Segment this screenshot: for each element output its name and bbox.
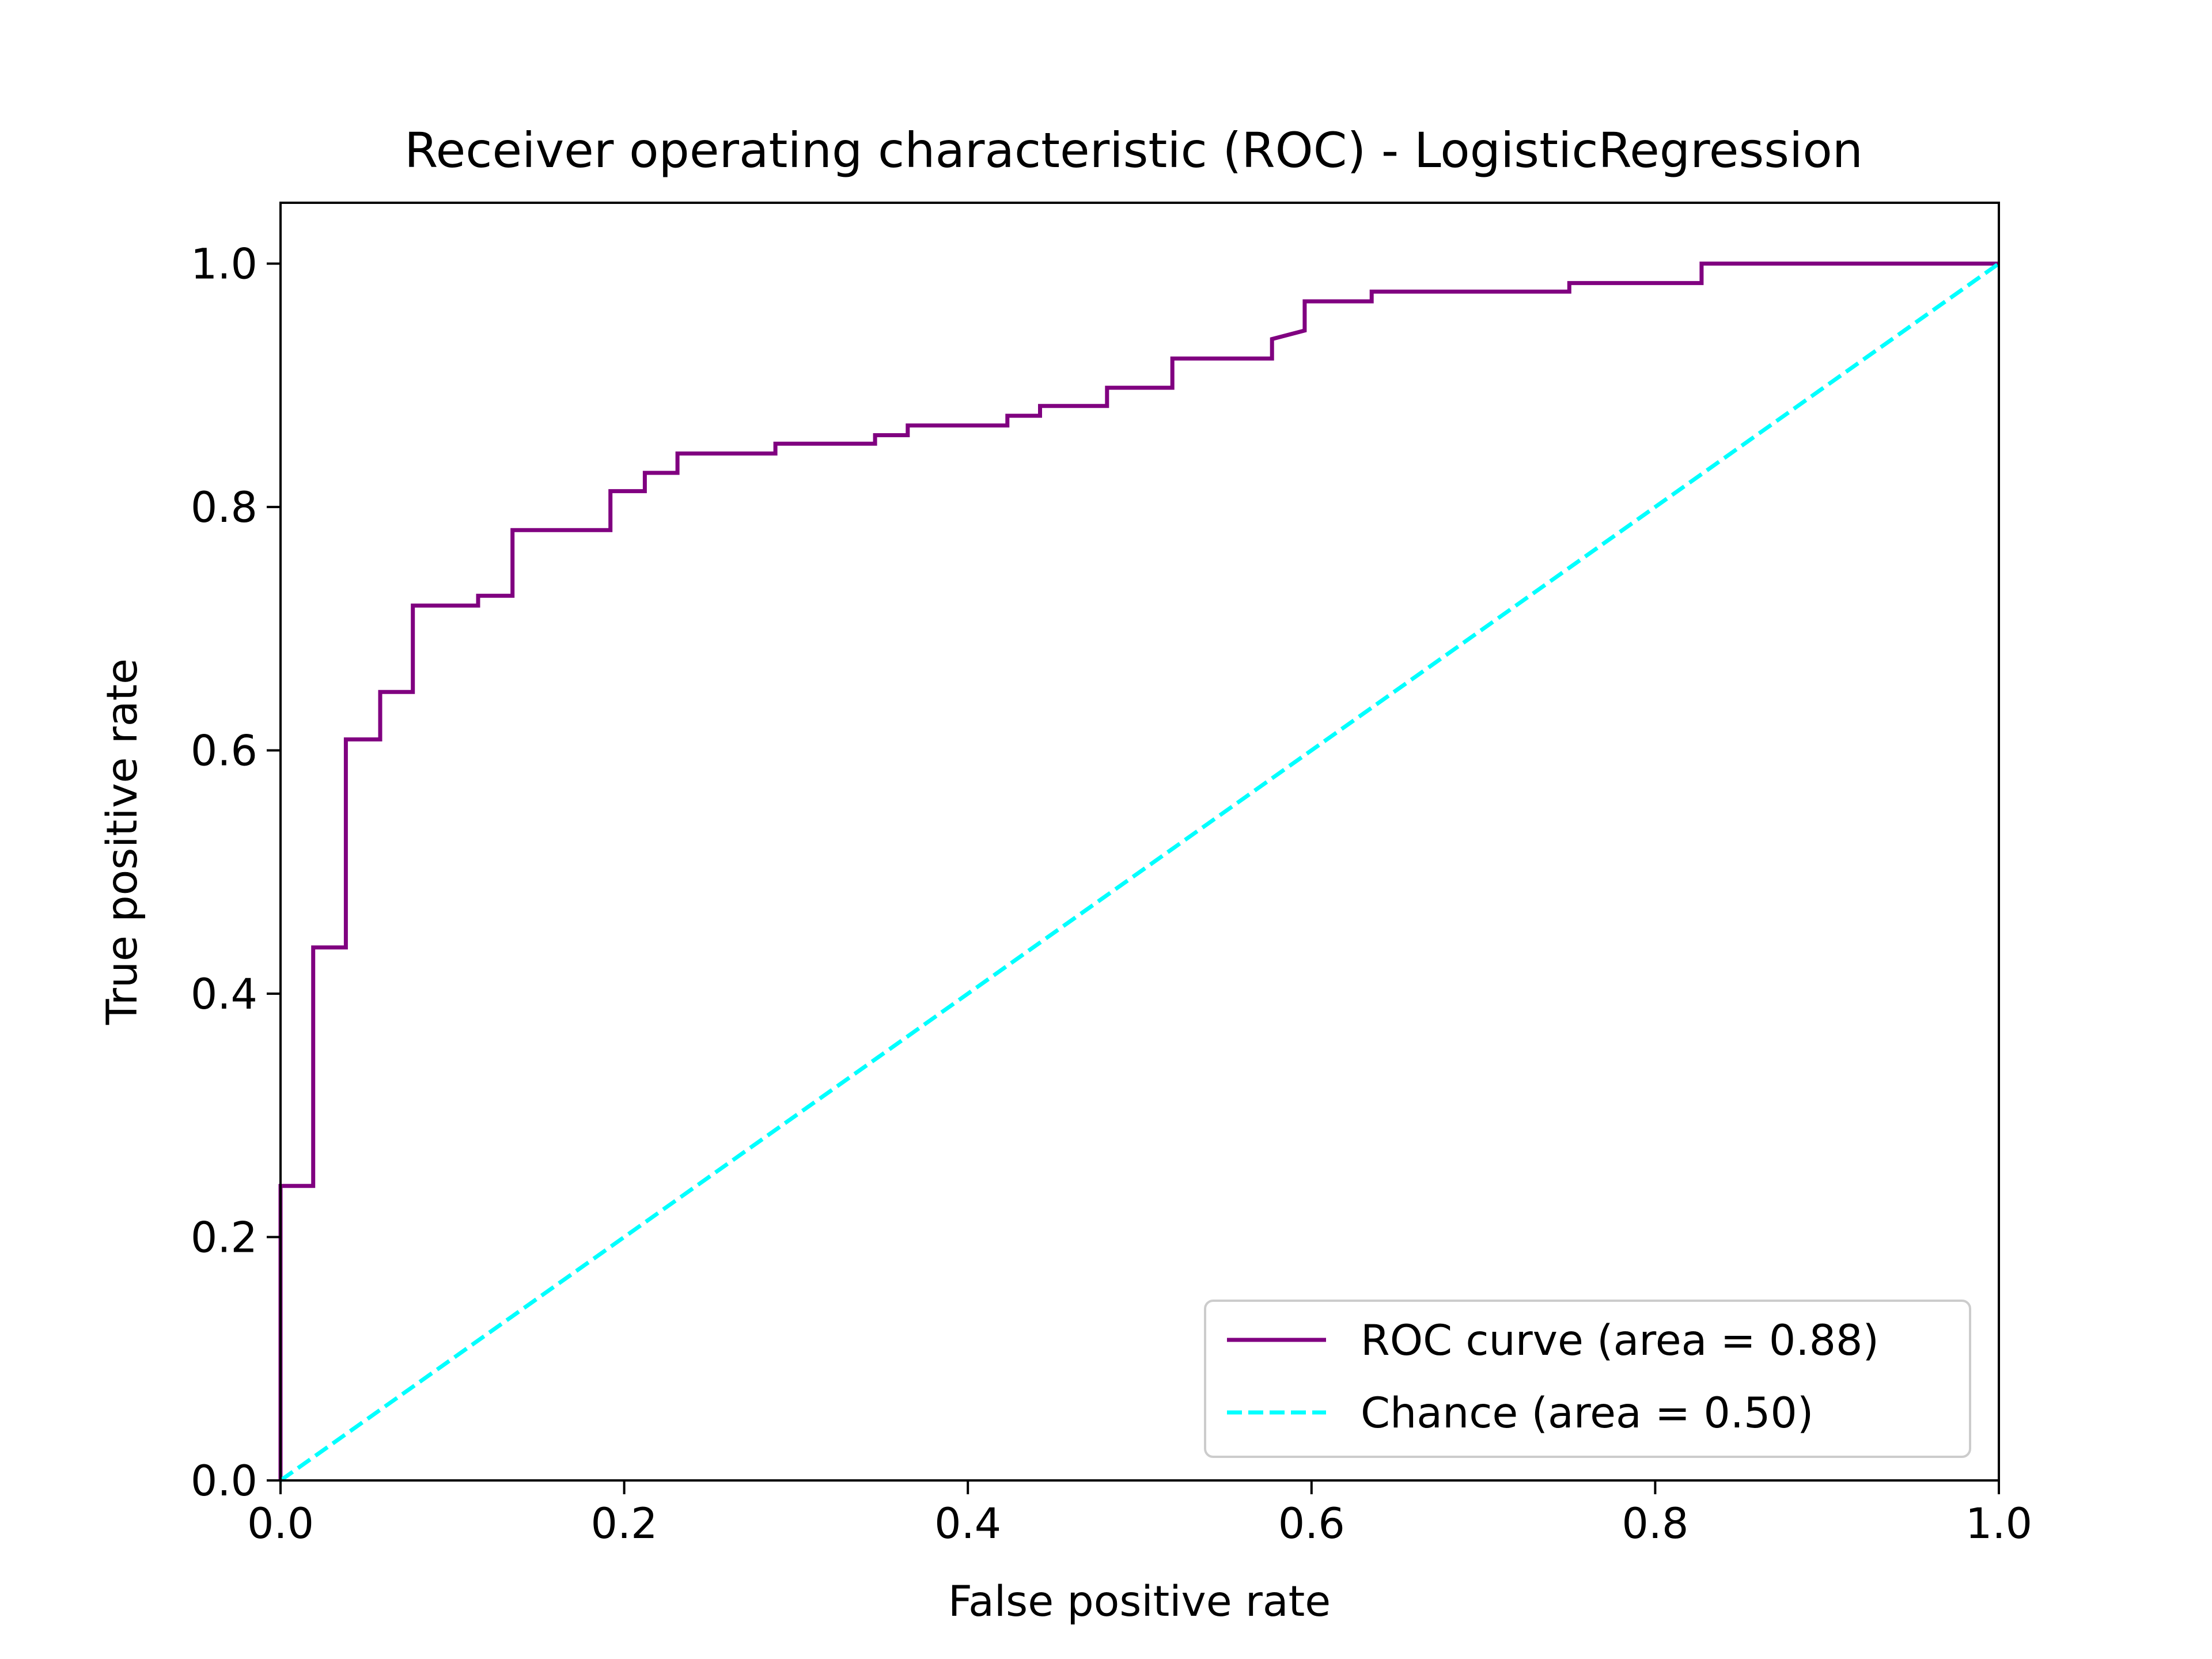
y-axis-label: True positive rate (98, 658, 147, 1025)
x-tick-label: 0.2 (591, 1499, 658, 1548)
series-layer (278, 262, 2001, 1482)
x-tick-label: 1.0 (1965, 1499, 2032, 1548)
x-tick-label: 0.0 (247, 1499, 314, 1548)
y-tick-label: 1.0 (191, 240, 257, 289)
x-axis-ticks: 0.0 0.2 0.4 0.6 0.8 1.0 (247, 1480, 2032, 1548)
y-tick-label: 0.0 (191, 1457, 257, 1506)
series-line-roc (278, 262, 1999, 1480)
legend: ROC curve (area = 0.88) Chance (area = 0… (1204, 1300, 1971, 1458)
plot-frame (279, 202, 2000, 1482)
y-axis-ticks: 0.0 0.2 0.4 0.6 0.8 1.0 (191, 240, 281, 1506)
legend-label-chance: Chance (area = 0.50) (1361, 1389, 1813, 1438)
chart-title: Receiver operating characteristic (ROC) … (404, 122, 1863, 179)
y-tick-label: 0.8 (191, 483, 257, 532)
x-tick-label: 0.8 (1622, 1499, 1688, 1548)
legend-box (1204, 1300, 1971, 1458)
x-tick-label: 0.6 (1278, 1499, 1345, 1548)
x-axis-label: False positive rate (948, 1577, 1331, 1626)
x-tick-label: 0.4 (934, 1499, 1001, 1548)
y-tick-label: 0.2 (191, 1214, 257, 1263)
legend-label-roc: ROC curve (area = 0.88) (1361, 1316, 1879, 1365)
y-tick-label: 0.4 (191, 970, 257, 1019)
series-line-chance (279, 262, 2001, 1482)
y-tick-label: 0.6 (191, 727, 257, 776)
